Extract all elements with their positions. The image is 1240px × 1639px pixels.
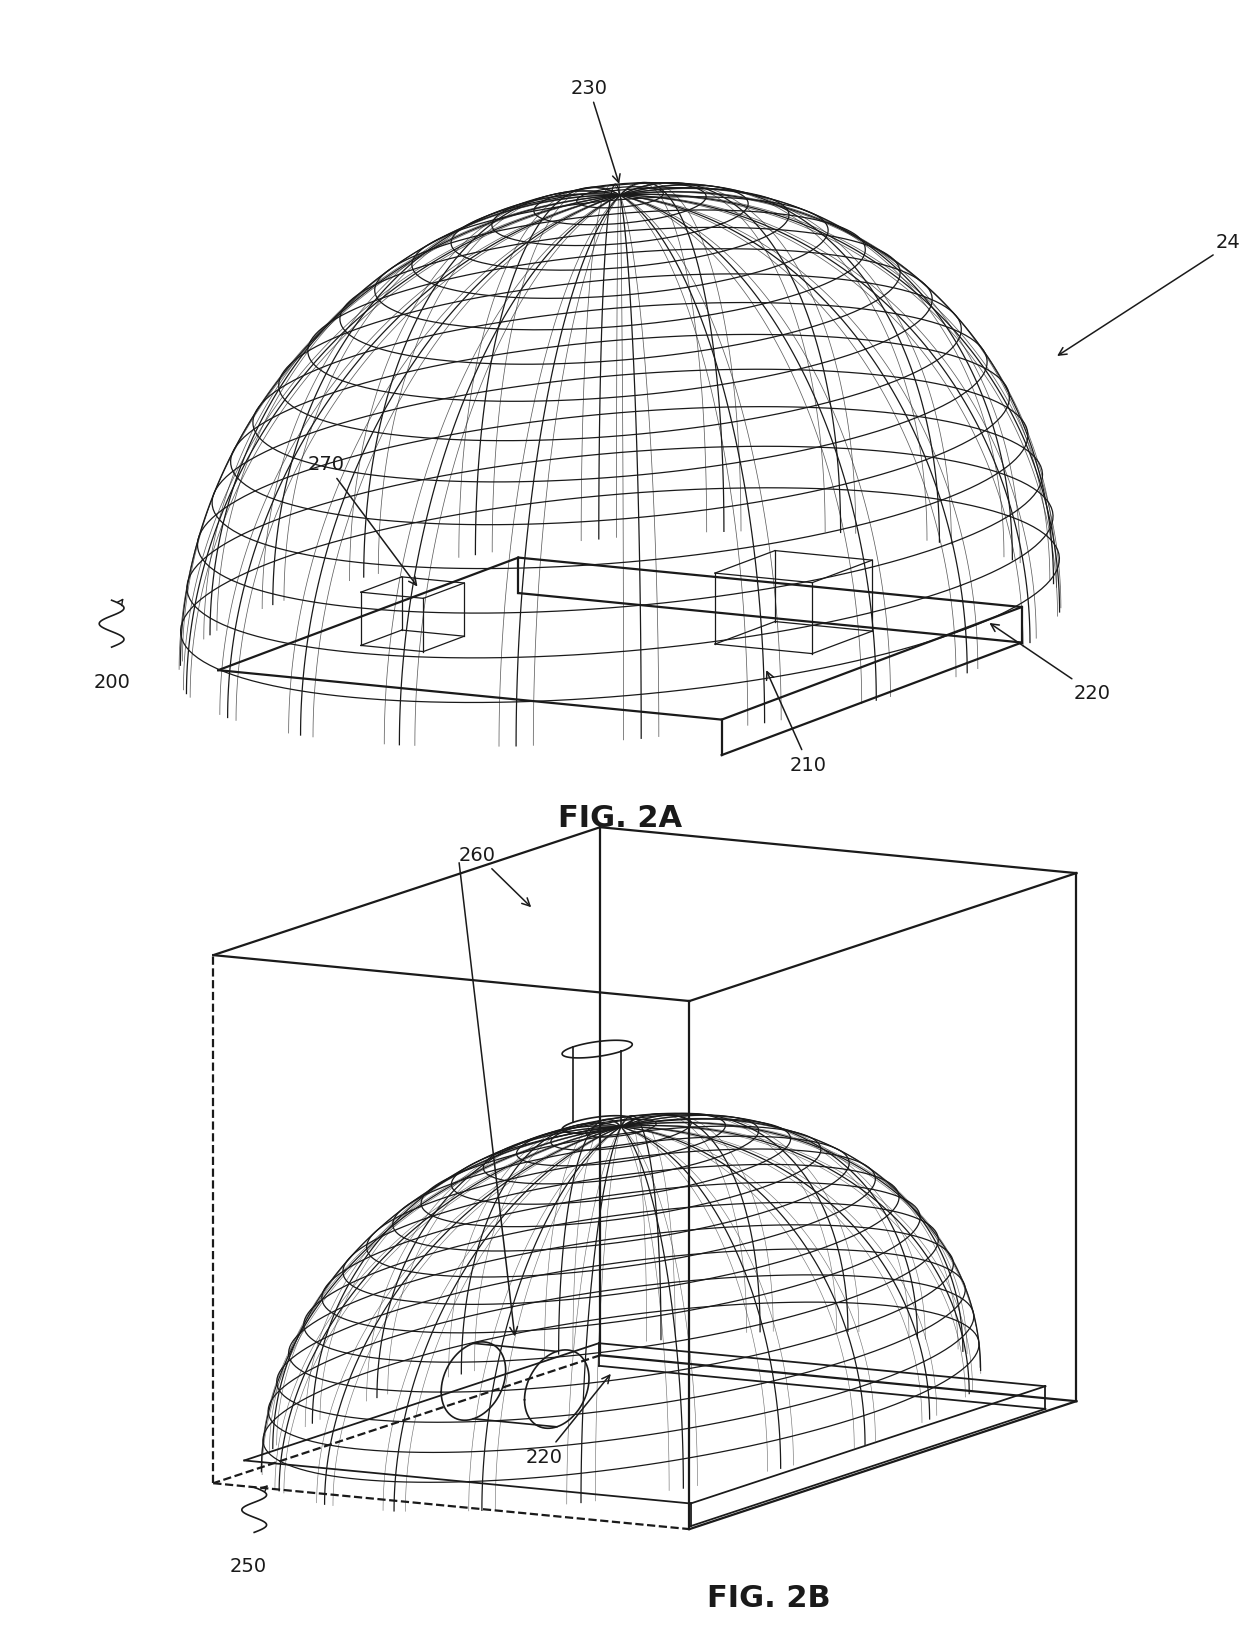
Text: 240: 240: [1059, 233, 1240, 356]
Text: 250: 250: [229, 1555, 267, 1575]
Text: 270: 270: [308, 456, 417, 585]
Text: 230: 230: [570, 79, 620, 184]
Text: 220: 220: [526, 1375, 610, 1465]
Text: FIG. 2B: FIG. 2B: [707, 1583, 831, 1613]
Text: 210: 210: [766, 672, 827, 775]
Text: 200: 200: [93, 672, 130, 692]
Text: 260: 260: [459, 846, 529, 906]
Text: 220: 220: [991, 624, 1111, 703]
Text: FIG. 2A: FIG. 2A: [558, 803, 682, 833]
